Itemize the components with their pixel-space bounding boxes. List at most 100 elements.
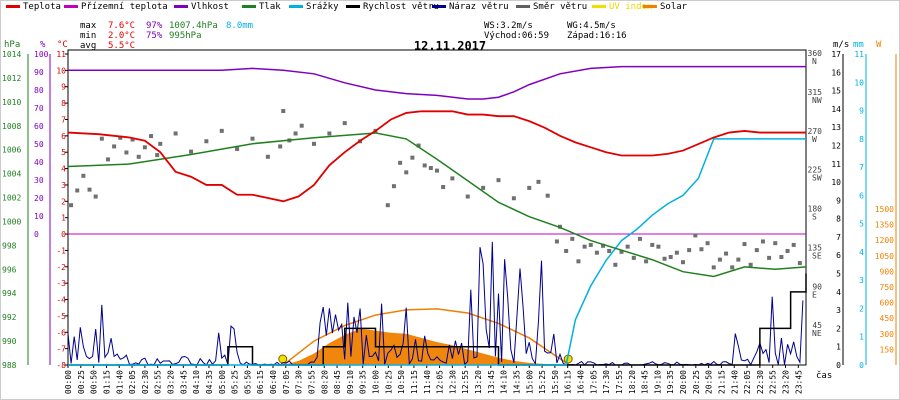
legend-swatch: [592, 5, 606, 8]
wind-dir-point: [465, 194, 470, 199]
tick-label-ms: 1: [836, 343, 841, 352]
tick-label-x: 08:45: [333, 370, 342, 394]
legend-swatch: [346, 5, 360, 8]
sunrise-marker: [278, 354, 288, 364]
stat-min-hum: 75%: [146, 31, 163, 41]
wind-dir-point: [293, 131, 298, 136]
wind-dir-point: [705, 241, 710, 246]
wind-dir-point: [93, 194, 98, 199]
tick-label-dir: 225: [808, 166, 823, 175]
tick-label-w: 1500: [875, 205, 894, 214]
tick-label-mm: 7: [859, 163, 864, 172]
stat-min-press: 995hPa: [169, 31, 202, 41]
tick-label-w: 900: [880, 267, 895, 276]
tick-label-degc: 11: [56, 50, 66, 59]
tick-label-w: 450: [880, 314, 895, 323]
axis-unit-w: W: [876, 40, 882, 50]
tick-label-x: 00:00: [64, 370, 73, 394]
tick-label-x: 22:55: [769, 370, 778, 394]
tick-label-x: 05:25: [231, 370, 240, 394]
wind-dir-point: [797, 261, 802, 266]
legend-label: Teplota: [23, 2, 61, 12]
tick-label-ms: 6: [836, 251, 841, 260]
tick-label-dir-name: NE: [812, 329, 822, 338]
wind-dir-point: [724, 251, 729, 256]
tick-label-mm: 10: [854, 78, 864, 87]
legend-label: Náraz větru: [449, 2, 509, 12]
tick-label-hpa: 996: [2, 265, 17, 274]
wind-dir-point: [662, 256, 667, 261]
wind-dir-point: [299, 123, 304, 128]
tick-label-x: 17:55: [615, 370, 624, 394]
wind-dir-point: [717, 257, 722, 262]
tick-label-x: 07:55: [307, 370, 316, 394]
wind-dir-point: [545, 193, 550, 198]
wind-dir-point: [124, 150, 129, 155]
wind-dir-point: [668, 255, 673, 260]
wind-dir-point: [173, 131, 178, 136]
axis-unit-mm: mm: [853, 40, 864, 50]
tick-label-dir-name: S: [812, 213, 817, 222]
tick-label-w: 600: [880, 299, 895, 308]
wind-dir-point: [754, 248, 759, 253]
tick-label-mm: 6: [859, 191, 864, 200]
axis-unit-degc: °C: [57, 40, 68, 50]
tick-label-w: 750: [880, 283, 895, 292]
legend-item: Přízemní teplota: [64, 2, 168, 12]
tick-label-x: 03:20: [167, 370, 176, 394]
tick-label-x: 01:40: [115, 370, 124, 394]
tick-label-hpa: 990: [2, 337, 17, 346]
tick-label-x: 19:35: [666, 370, 675, 394]
tick-label-degc: 6: [61, 132, 66, 141]
wind-dir-point: [342, 121, 347, 126]
tick-label-x: 23:45: [794, 370, 803, 394]
wind-dir-point: [189, 149, 193, 154]
wind-dir-point: [536, 179, 541, 184]
tick-label-x: 06:40: [269, 370, 278, 394]
tick-label-degc: -3: [56, 279, 66, 288]
series-rain-line: [68, 138, 806, 366]
tick-label-degc: -6: [56, 328, 66, 337]
tick-label-x: 03:45: [179, 370, 188, 394]
wind-dir-point: [656, 244, 661, 249]
series-wind-speed-line: [68, 273, 807, 366]
legend-item: Náraz větru: [432, 2, 509, 12]
wind-dir-point: [250, 136, 255, 141]
tick-label-x: 20:50: [705, 370, 714, 394]
tick-label-ms: 16: [831, 68, 841, 77]
legend-item: Teplota: [6, 2, 61, 12]
tick-label-x: 10:25: [384, 370, 393, 394]
tick-label-x: 19:10: [653, 370, 662, 394]
tick-label-pct: 90: [34, 68, 44, 77]
wind-dir-point: [511, 196, 516, 201]
wind-dir-point: [773, 241, 778, 246]
plot-border: [67, 49, 807, 366]
wind-dir-point: [404, 170, 409, 175]
stat-max-label: max: [80, 21, 97, 31]
wind-dir-point: [312, 141, 316, 146]
legend-item: Vlhkost: [174, 2, 229, 12]
wind-dir-point: [99, 136, 104, 141]
wind-dir-point: [69, 203, 74, 208]
wind-dir-point: [631, 255, 636, 260]
wind-dir-point: [142, 145, 147, 150]
wind-dir-point: [398, 160, 403, 165]
tick-label-x: 01:15: [102, 370, 111, 394]
wind-dir-point: [791, 242, 796, 247]
tick-label-hpa: 994: [2, 289, 17, 298]
tick-label-degc: -1: [56, 246, 66, 255]
axis-unit-pct: %: [40, 40, 46, 50]
wind-dir-point: [435, 168, 439, 173]
tick-label-w: 1200: [875, 236, 894, 245]
tick-label-x: 14:10: [500, 370, 509, 394]
tick-label-hpa: 992: [2, 313, 17, 322]
wind-dir-point: [681, 260, 685, 265]
tick-label-x: 09:10: [346, 370, 355, 394]
tick-label-dir-name: N: [812, 57, 817, 66]
tick-label-x: 06:15: [256, 370, 265, 394]
tick-label-ms: 15: [831, 87, 841, 96]
tick-label-x: 10:00: [372, 370, 381, 394]
wind-dir-point: [118, 135, 123, 140]
wind-dir-point: [644, 259, 649, 264]
